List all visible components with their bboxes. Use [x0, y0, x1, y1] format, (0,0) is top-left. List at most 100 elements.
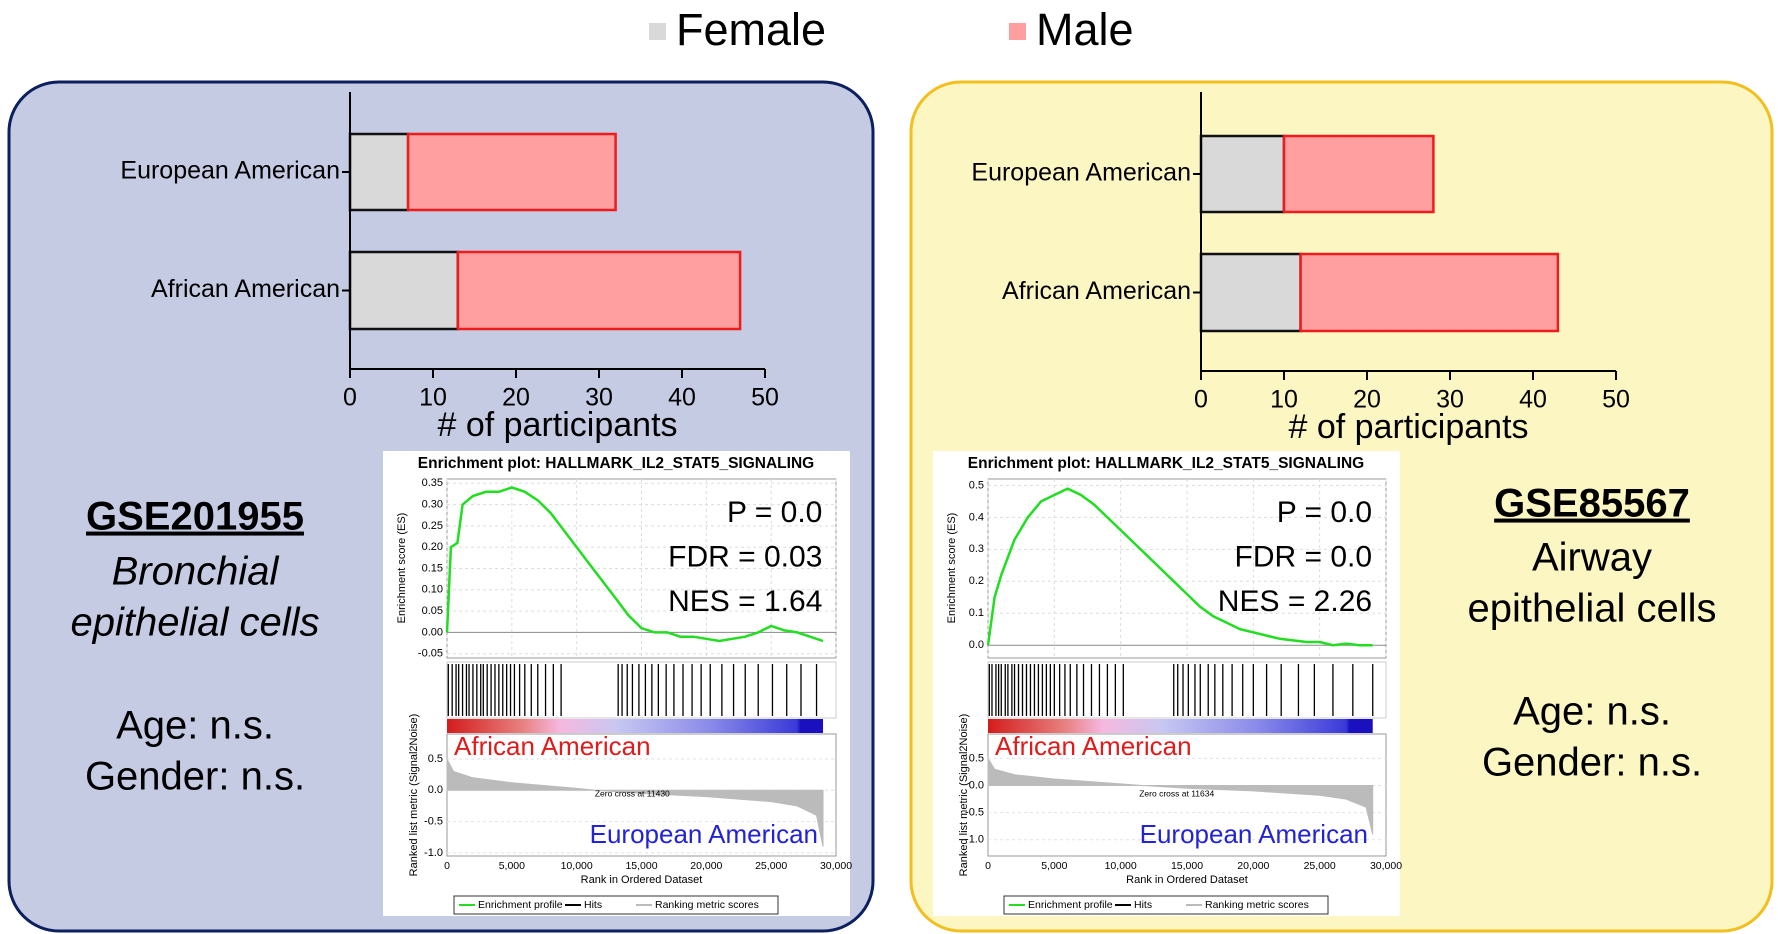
stat: NES = 1.64 [668, 585, 822, 618]
y2-tick-label: -0.5 [424, 815, 443, 827]
x-tick-label: 0 [444, 860, 450, 872]
y-tick-label: 0.15 [422, 562, 443, 574]
x-tick-label: 10,000 [1105, 860, 1137, 872]
y-tick-label: 0.1 [969, 607, 984, 619]
cell-type: Bronchial [112, 550, 280, 594]
legend-label: Hits [584, 899, 602, 911]
x-tick-label: 50 [1602, 386, 1630, 414]
y2-tick-label: -1.0 [965, 834, 984, 846]
legend-swatch [649, 23, 666, 40]
y-tick-label: 0.5 [969, 479, 984, 491]
class-label: European American [590, 819, 818, 849]
cell-type: epithelial cells [70, 601, 319, 645]
x-tick-label: 0 [985, 860, 991, 872]
x-tick-label: 20,000 [690, 860, 722, 872]
plot-background [933, 451, 1400, 916]
x-axis-label: Rank in Ordered Dataset [581, 874, 703, 886]
plot-frame [446, 661, 837, 719]
plot-frame [987, 661, 1387, 719]
class-label: African American [454, 731, 651, 761]
y-tick-label: 0.4 [969, 511, 984, 523]
legend-label: Hits [1134, 899, 1152, 911]
y2-tick-label: -0.5 [965, 807, 984, 819]
stat: FDR = 0.03 [668, 540, 822, 573]
stat: P = 0.0 [727, 496, 822, 529]
bar [456, 250, 742, 331]
x-tick-label: 30,000 [820, 860, 852, 872]
legend-box [1003, 895, 1329, 915]
x-tick-label: 10 [419, 384, 447, 412]
legend-label: Male [1036, 4, 1134, 55]
metric-area [987, 756, 1374, 835]
y2-tick-label: 0.0 [428, 784, 443, 796]
x-tick-label: 20 [1353, 386, 1381, 414]
legend-label: Ranking metric scores [1205, 899, 1309, 911]
bar [348, 250, 460, 331]
note: Age: n.s. [116, 704, 274, 748]
y-tick-label: African American [151, 275, 340, 303]
x-tick-label: 0 [1194, 386, 1208, 414]
bar [348, 132, 410, 212]
cell-type: epithelial cells [1467, 587, 1716, 631]
bar [1282, 134, 1435, 214]
bar [1199, 252, 1302, 333]
x-tick-label: 5,000 [1041, 860, 1067, 872]
class-label: European American [1140, 819, 1368, 849]
y-tick-label: 0.25 [422, 520, 443, 532]
y-tick-label: -0.05 [418, 648, 443, 660]
y2-axis-label: Ranked list metric (Signal2Noise) [958, 714, 970, 877]
x-tick-label: 15,000 [1171, 860, 1203, 872]
y-tick-label: 0.10 [422, 584, 443, 596]
y2-axis-label: Ranked list metric (Signal2Noise) [408, 714, 420, 877]
es-line [445, 486, 824, 643]
y-tick-label: 0.2 [969, 575, 984, 587]
x-tick-label: 10 [1270, 386, 1298, 414]
class-label: African American [995, 731, 1192, 761]
legend-swatch [1009, 23, 1026, 40]
bar [406, 132, 617, 212]
plot-frame [987, 733, 1387, 857]
y2-tick-label: 0.5 [428, 753, 443, 765]
rank-colorbar [988, 719, 1373, 733]
legend-box [453, 895, 779, 915]
y-tick-label: 0.20 [422, 541, 443, 553]
x-axis-label: # of participants [1288, 408, 1528, 446]
zero-cross: Zero cross at 11430 [595, 788, 670, 798]
legend-label: Enrichment profile [478, 899, 563, 911]
x-tick-label: 30 [585, 384, 613, 412]
x-tick-label: 5,000 [499, 860, 525, 872]
x-tick-label: 40 [1519, 386, 1547, 414]
stat: NES = 2.26 [1218, 585, 1372, 618]
y-tick-label: European American [120, 157, 340, 185]
note: Gender: n.s. [1482, 741, 1702, 785]
x-tick-label: 30,000 [1370, 860, 1402, 872]
y2-tick-label: 0.5 [969, 752, 984, 764]
bar [1199, 134, 1286, 214]
y2-tick-label: 0.0 [969, 779, 984, 791]
y-axis-label: Enrichment score (ES) [396, 513, 408, 624]
legend-label: Ranking metric scores [655, 899, 759, 911]
note: Age: n.s. [1513, 690, 1671, 734]
x-tick-label: 10,000 [561, 860, 593, 872]
legend-label: Enrichment profile [1028, 899, 1113, 911]
bar [1299, 252, 1560, 333]
accession: GSE201955 [86, 495, 304, 539]
chart-title: Enrichment plot: HALLMARK_IL2_STAT5_SIGN… [968, 455, 1364, 472]
rank-colorbar [447, 719, 824, 733]
x-axis-label: # of participants [437, 406, 677, 444]
x-axis-label: Rank in Ordered Dataset [1126, 874, 1248, 886]
y-tick-label: 0.00 [422, 626, 443, 638]
x-tick-label: 25,000 [1304, 860, 1336, 872]
x-tick-label: 0 [343, 384, 357, 412]
x-tick-label: 40 [668, 384, 696, 412]
x-tick-label: 25,000 [755, 860, 787, 872]
y-tick-label: 0.3 [969, 543, 984, 555]
y-tick-label: 0.05 [422, 605, 443, 617]
x-tick-label: 20 [502, 384, 530, 412]
x-tick-label: 50 [751, 384, 779, 412]
stat: FDR = 0.0 [1235, 540, 1373, 573]
chart-title: Enrichment plot: HALLMARK_IL2_STAT5_SIGN… [418, 455, 814, 472]
zero-cross: Zero cross at 11634 [1139, 788, 1214, 798]
legend-label: Female [676, 4, 826, 55]
stat: P = 0.0 [1277, 496, 1372, 529]
